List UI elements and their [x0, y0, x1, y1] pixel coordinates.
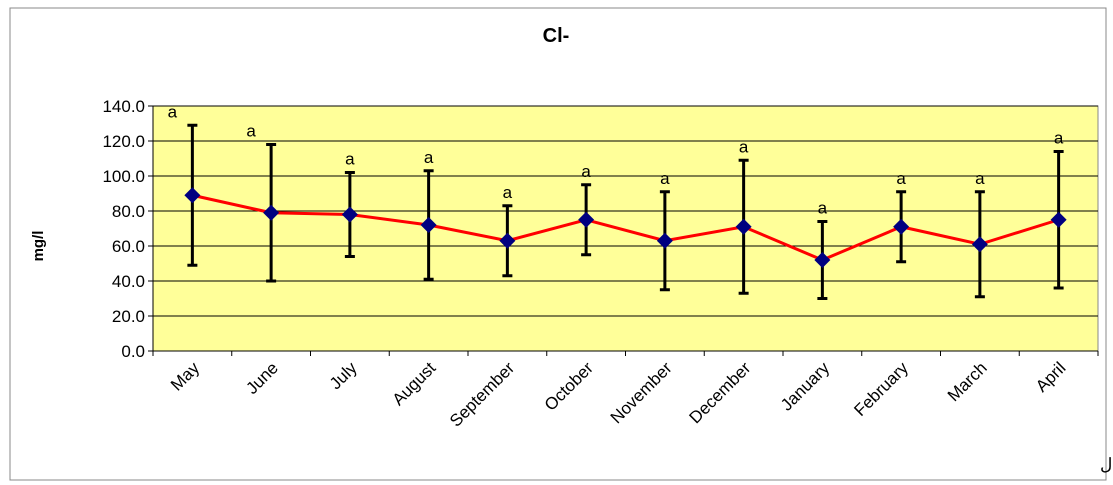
annotation: a: [1054, 129, 1064, 148]
annotation: a: [503, 183, 513, 202]
y-tick-label: 20.0: [112, 307, 145, 326]
x-axis-title: ماهاي سال: [1100, 455, 1113, 474]
y-axis-title: mg/l: [30, 231, 47, 262]
y-tick-label: 140.0: [102, 97, 145, 116]
y-tick-label: 60.0: [112, 237, 145, 256]
y-tick-label: 0.0: [121, 342, 145, 361]
annotation: a: [896, 169, 906, 188]
data-line: [192, 193, 1060, 262]
annotation: a: [424, 148, 434, 167]
y-tick-label: 100.0: [102, 167, 145, 186]
data-point: [578, 211, 595, 228]
data-point: [656, 232, 673, 249]
annotation: a: [168, 102, 178, 121]
data-point: [1050, 211, 1067, 228]
data-point: [499, 232, 516, 249]
y-tick-label: 40.0: [112, 272, 145, 291]
y-tick-label: 80.0: [112, 202, 145, 221]
annotation: a: [739, 137, 749, 156]
data-point: [263, 204, 280, 221]
plot-area: [152, 105, 1099, 352]
data-point: [735, 218, 752, 235]
data-point: [814, 252, 831, 268]
data-point: [893, 218, 910, 235]
data-point: [341, 206, 358, 223]
annotation: a: [660, 169, 670, 188]
y-tick-label: 120.0: [102, 132, 145, 151]
annotation: a: [581, 162, 591, 181]
data-point: [184, 187, 201, 204]
data-point: [971, 236, 988, 253]
data-point: [420, 217, 437, 233]
annotation: a: [975, 169, 985, 188]
chart-title: Cl-: [543, 25, 570, 47]
annotation: a: [818, 199, 828, 218]
annotation: a: [246, 122, 256, 141]
annotation: a: [345, 150, 355, 169]
